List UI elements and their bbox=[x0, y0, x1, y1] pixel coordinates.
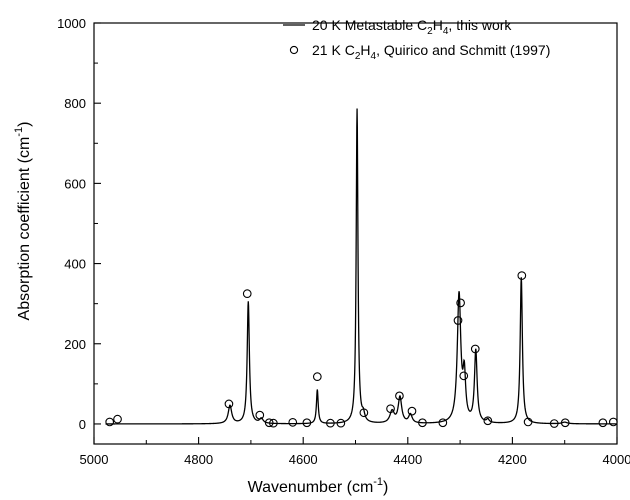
data-point bbox=[224, 399, 234, 409]
legend-circle-symbol bbox=[289, 45, 299, 55]
x-tick-labels: 5000 4800 4600 4400 4200 4000 bbox=[80, 452, 630, 467]
y-axis-title: Absorption coefficient (cm-1) bbox=[13, 122, 33, 321]
x-axis-title: Wavenumber (cm-1) bbox=[248, 476, 389, 496]
data-point bbox=[459, 371, 469, 381]
plot-frame bbox=[93, 22, 618, 445]
legend-label-this-work: 20 K Metastable C2H4, this work bbox=[312, 17, 512, 37]
x-tick-label: 4600 bbox=[289, 452, 318, 467]
x-tick-label: 4000 bbox=[603, 452, 630, 467]
y-tick-label: 400 bbox=[64, 257, 86, 272]
data-point bbox=[386, 404, 395, 414]
data-point bbox=[312, 372, 322, 381]
y-tick-label: 1000 bbox=[57, 16, 86, 31]
data-point bbox=[242, 289, 252, 298]
data-point bbox=[288, 417, 298, 427]
data-point bbox=[517, 271, 527, 280]
x-tick-label: 4800 bbox=[184, 452, 213, 467]
data-point bbox=[470, 344, 480, 354]
data-point bbox=[407, 406, 417, 416]
series-line-this-work bbox=[105, 108, 616, 425]
y-tick-label: 200 bbox=[64, 337, 86, 352]
data-point bbox=[483, 416, 493, 426]
axis-ticks bbox=[93, 22, 618, 444]
data-point bbox=[456, 298, 465, 308]
x-tick-label: 4400 bbox=[393, 452, 422, 467]
data-point bbox=[453, 316, 463, 325]
legend: 20 K Metastable C2H4, this work 21 K C2H… bbox=[283, 17, 550, 62]
data-point bbox=[523, 417, 533, 427]
data-point bbox=[608, 417, 618, 427]
data-point bbox=[560, 418, 570, 428]
y-tick-label: 600 bbox=[64, 176, 86, 191]
data-point bbox=[255, 410, 265, 420]
series-points-quirico-schmitt bbox=[105, 271, 618, 428]
data-point bbox=[336, 418, 346, 428]
data-point bbox=[302, 418, 312, 428]
data-point bbox=[438, 418, 448, 428]
data-point bbox=[326, 418, 335, 428]
data-point bbox=[395, 391, 404, 401]
x-tick-label: 5000 bbox=[80, 452, 109, 467]
y-tick-labels: 0 200 400 600 800 1000 bbox=[57, 16, 86, 432]
legend-label-quirico-schmitt: 21 K C2H4, Quirico and Schmitt (1997) bbox=[312, 42, 550, 62]
data-point bbox=[598, 418, 608, 428]
data-point bbox=[105, 417, 115, 427]
data-point bbox=[549, 419, 559, 428]
data-point bbox=[269, 418, 278, 428]
y-tick-label: 800 bbox=[64, 96, 86, 111]
data-point bbox=[264, 418, 274, 428]
y-tick-label: 0 bbox=[79, 417, 86, 432]
data-point bbox=[359, 408, 369, 418]
x-tick-label: 4200 bbox=[498, 452, 527, 467]
data-point bbox=[113, 414, 122, 424]
data-point bbox=[418, 418, 427, 428]
